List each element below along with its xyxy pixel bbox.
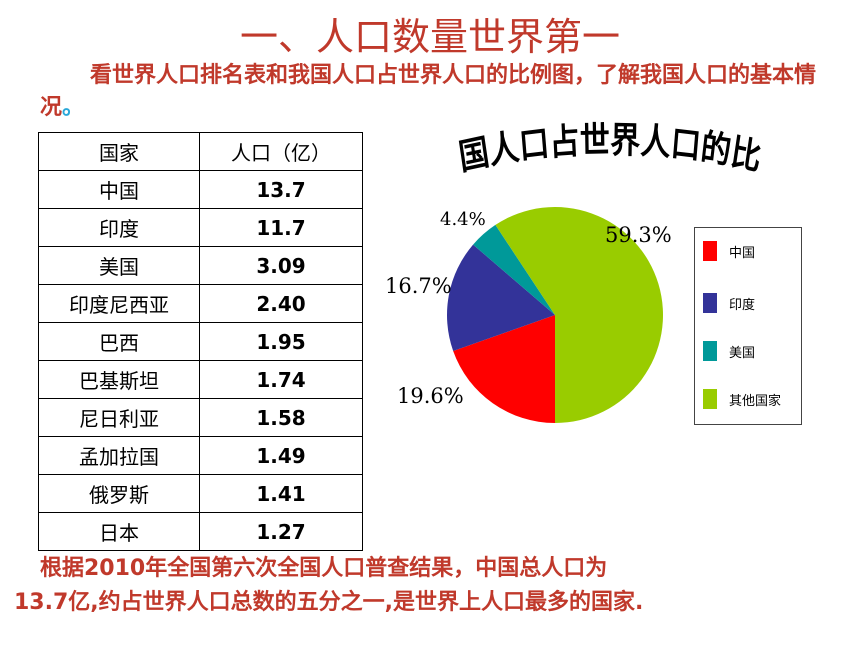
population-cell: 1.58 (199, 398, 363, 437)
legend-swatch (703, 293, 717, 313)
country-cell: 俄罗斯 (38, 474, 200, 513)
population-cell: 1.27 (199, 512, 363, 551)
table-row: 美国 3.09 (38, 246, 363, 285)
table-row: 印度尼西亚 2.40 (38, 284, 363, 323)
chart-title-text: 我国人口占世界人口的比例 (430, 120, 764, 178)
intro-text: 看世界人口排名表和我国人口占世界人口的比例图，了解我国人口的基本情况。 (40, 60, 840, 124)
chart-title: 我国人口占世界人口的比例 (430, 120, 764, 178)
country-cell: 印度尼西亚 (38, 284, 200, 323)
table-row: 中国 13.7 (38, 170, 363, 209)
conclusion-text: 根据2010年全国第六次全国人口普查结果，中国总人口为 13.7亿,约占世界人口… (0, 552, 860, 620)
population-cell: 13.7 (199, 170, 363, 209)
population-cell: 1.41 (199, 474, 363, 513)
country-cell: 印度 (38, 208, 200, 247)
conclusion-line-1: 根据2010年全国第六次全国人口普查结果，中国总人口为 (40, 556, 608, 581)
pie-slice-2 (473, 224, 555, 315)
pie-slice-3 (495, 207, 663, 423)
country-cell: 巴西 (38, 322, 200, 361)
pie-chart: 19.6% 16.7% 4.4% 59.3% (385, 207, 672, 423)
intro-dot: 。 (62, 95, 85, 120)
legend-label: 美国 (729, 345, 756, 361)
population-cell: 1.74 (199, 360, 363, 399)
legend-label: 其他国家 (729, 393, 782, 409)
pie-label-1: 16.7% (385, 274, 452, 298)
legend-label: 中国 (729, 245, 756, 261)
table-row: 巴西 1.95 (38, 322, 363, 361)
table-row: 孟加拉国 1.49 (38, 436, 363, 475)
legend-label: 印度 (729, 297, 756, 313)
legend-item: 其他国家 (703, 388, 781, 410)
pie-label-0: 19.6% (397, 384, 464, 408)
intro-sentence: 看世界人口排名表和我国人口占世界人口的比例图，了解我国人口的基本情况 (40, 63, 817, 120)
legend-item: 美国 (703, 340, 755, 362)
legend-swatch (703, 389, 717, 409)
table-row: 尼日利亚 1.58 (38, 398, 363, 437)
country-cell: 日本 (38, 512, 200, 551)
country-cell: 孟加拉国 (38, 436, 200, 475)
population-cell: 2.40 (199, 284, 363, 323)
country-cell: 巴基斯坦 (38, 360, 200, 399)
slide-title: 一、人口数量世界第一 (239, 15, 620, 59)
svg-text:我国人口占世界人口的比例: 我国人口占世界人口的比例 (430, 120, 764, 178)
table-row: 印度 11.7 (38, 208, 363, 247)
population-cell: 11.7 (199, 208, 363, 247)
population-cell: 1.49 (199, 436, 363, 475)
country-cell: 美国 (38, 246, 200, 285)
population-ranking-table: 国家 人口（亿） 中国 13.7 印度 11.7 美国 3.09 印度尼西亚 2.40 巴西 1.… (38, 132, 363, 551)
country-cell: 中国 (38, 170, 200, 209)
pie-slice-0 (453, 315, 555, 423)
population-cell: 3.09 (199, 246, 363, 285)
pie-label-2: 4.4% (440, 209, 486, 230)
legend-item: 印度 (703, 292, 755, 314)
pie-slice-1 (447, 244, 555, 351)
population-cell: 1.95 (199, 322, 363, 361)
chart-legend: 中国印度美国其他国家 (694, 227, 802, 425)
header-population: 人口（亿） (199, 132, 363, 171)
legend-swatch (703, 341, 717, 361)
table-row: 日本 1.27 (38, 512, 363, 551)
conclusion-line-2: 13.7亿,约占世界人口总数的五分之一,是世界上人口最多的国家. (14, 590, 644, 615)
table-row: 俄罗斯 1.41 (38, 474, 363, 513)
pie-label-3: 59.3% (605, 223, 672, 247)
legend-swatch (703, 241, 717, 261)
table-header-row: 国家 人口（亿） (38, 132, 363, 171)
table-row: 巴基斯坦 1.74 (38, 360, 363, 399)
country-cell: 尼日利亚 (38, 398, 200, 437)
header-country: 国家 (38, 132, 200, 171)
legend-item: 中国 (703, 240, 755, 262)
